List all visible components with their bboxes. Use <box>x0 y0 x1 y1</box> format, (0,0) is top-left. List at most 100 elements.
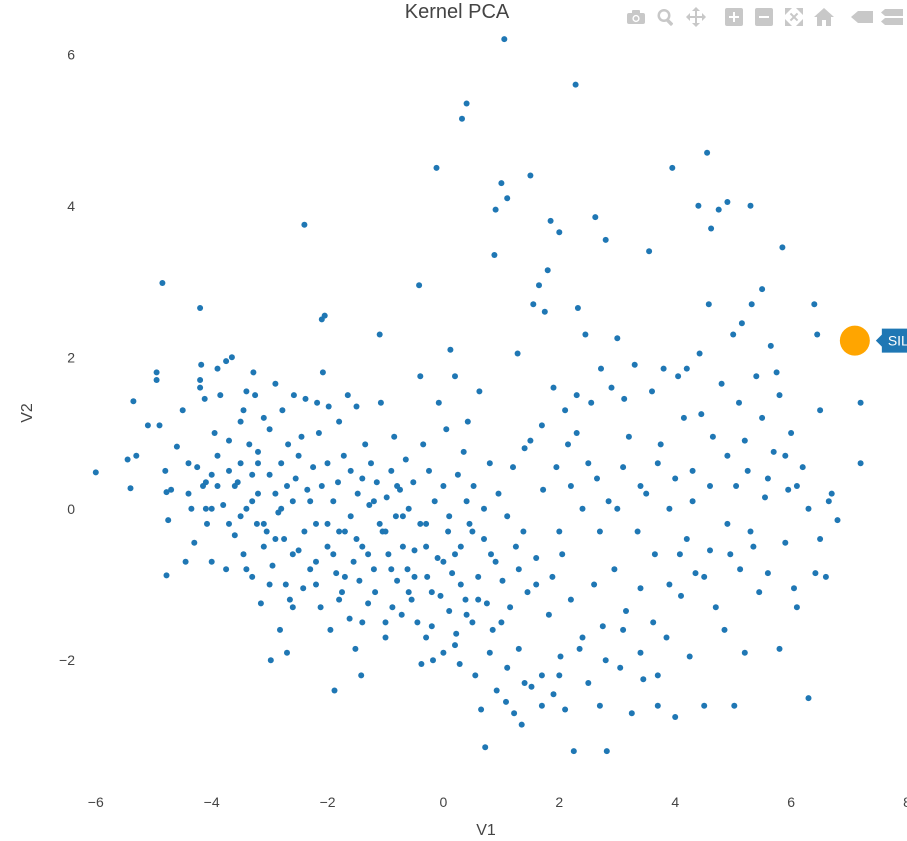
data-point <box>243 388 250 395</box>
zoom-button[interactable] <box>651 6 681 28</box>
data-point <box>313 520 319 527</box>
data-point <box>488 551 494 558</box>
data-point <box>327 626 334 633</box>
data-point <box>237 513 244 520</box>
data-point <box>266 471 273 478</box>
data-point <box>341 573 348 580</box>
data-point <box>698 411 705 418</box>
reset-axes-button[interactable] <box>809 6 839 28</box>
data-point <box>435 399 442 406</box>
data-point <box>185 490 192 497</box>
data-point <box>520 528 527 535</box>
data-point <box>197 384 204 391</box>
data-point <box>446 608 453 614</box>
data-point <box>424 573 431 580</box>
data-point <box>231 483 238 489</box>
data-point <box>204 520 210 527</box>
data-point <box>538 702 545 709</box>
data-point <box>252 392 259 399</box>
data-point <box>202 505 209 512</box>
data-point <box>594 475 600 482</box>
data-point <box>324 543 331 550</box>
data-point <box>359 543 366 550</box>
data-point <box>640 676 647 683</box>
data-point <box>721 626 728 633</box>
data-point <box>315 430 322 436</box>
data-point <box>596 528 603 535</box>
data-point <box>279 407 286 414</box>
autoscale-button[interactable] <box>779 6 809 28</box>
data-point <box>637 649 644 656</box>
data-point <box>857 399 864 406</box>
data-point <box>469 619 476 626</box>
data-point <box>284 649 290 656</box>
data-point <box>556 528 563 535</box>
data-point <box>330 498 337 505</box>
data-point <box>300 585 307 592</box>
data-point <box>498 180 505 187</box>
data-point <box>785 486 792 493</box>
data-point <box>365 600 372 607</box>
data-point <box>704 149 711 156</box>
data-point <box>475 573 482 580</box>
data-point <box>666 505 673 512</box>
data-point <box>344 392 351 399</box>
hover-compare-button[interactable] <box>877 6 907 28</box>
data-point <box>197 377 204 383</box>
data-point <box>290 392 297 399</box>
y-axis-title: V2 <box>19 403 36 423</box>
data-point <box>585 680 592 686</box>
data-point <box>776 645 783 652</box>
data-point <box>452 642 458 649</box>
data-point <box>423 634 430 641</box>
data-point <box>324 460 331 467</box>
data-point <box>333 570 340 577</box>
data-point <box>372 589 379 596</box>
data-point <box>510 464 516 471</box>
data-point <box>260 520 267 527</box>
data-point <box>707 547 713 554</box>
data-point <box>521 445 528 452</box>
zoom-out-button[interactable] <box>749 6 779 28</box>
data-point <box>388 566 395 573</box>
download-plot-button[interactable] <box>621 6 651 28</box>
data-point <box>741 649 748 656</box>
data-point <box>598 365 604 372</box>
data-point <box>295 452 302 459</box>
data-point <box>217 392 224 399</box>
data-point <box>440 558 447 565</box>
data-point <box>295 547 302 554</box>
data-point <box>724 452 731 459</box>
data-point <box>249 498 256 505</box>
data-point <box>411 573 418 580</box>
data-point <box>527 172 534 179</box>
data-point <box>788 430 795 436</box>
data-point <box>705 301 712 308</box>
data-point <box>557 653 564 660</box>
data-point <box>411 547 418 554</box>
x-tick-label: 0 <box>440 794 448 810</box>
data-point <box>764 475 771 482</box>
data-point <box>470 483 477 489</box>
data-point <box>272 536 279 542</box>
data-point <box>314 399 321 406</box>
data-point <box>278 505 285 512</box>
data-point <box>226 437 232 444</box>
data-point <box>718 380 725 387</box>
data-point <box>709 433 716 440</box>
data-point <box>362 441 369 448</box>
data-point <box>574 305 581 311</box>
data-point <box>359 475 366 482</box>
data-point <box>602 236 609 243</box>
data-point <box>549 573 556 580</box>
pan-button[interactable] <box>681 6 711 28</box>
hover-closest-button[interactable] <box>847 6 877 28</box>
data-point <box>449 570 456 577</box>
data-point <box>398 611 405 618</box>
data-point <box>197 305 204 311</box>
zoom-in-button[interactable] <box>719 6 749 28</box>
data-point <box>336 596 343 603</box>
data-point <box>408 596 415 603</box>
data-point <box>857 460 864 467</box>
data-point <box>573 392 580 399</box>
